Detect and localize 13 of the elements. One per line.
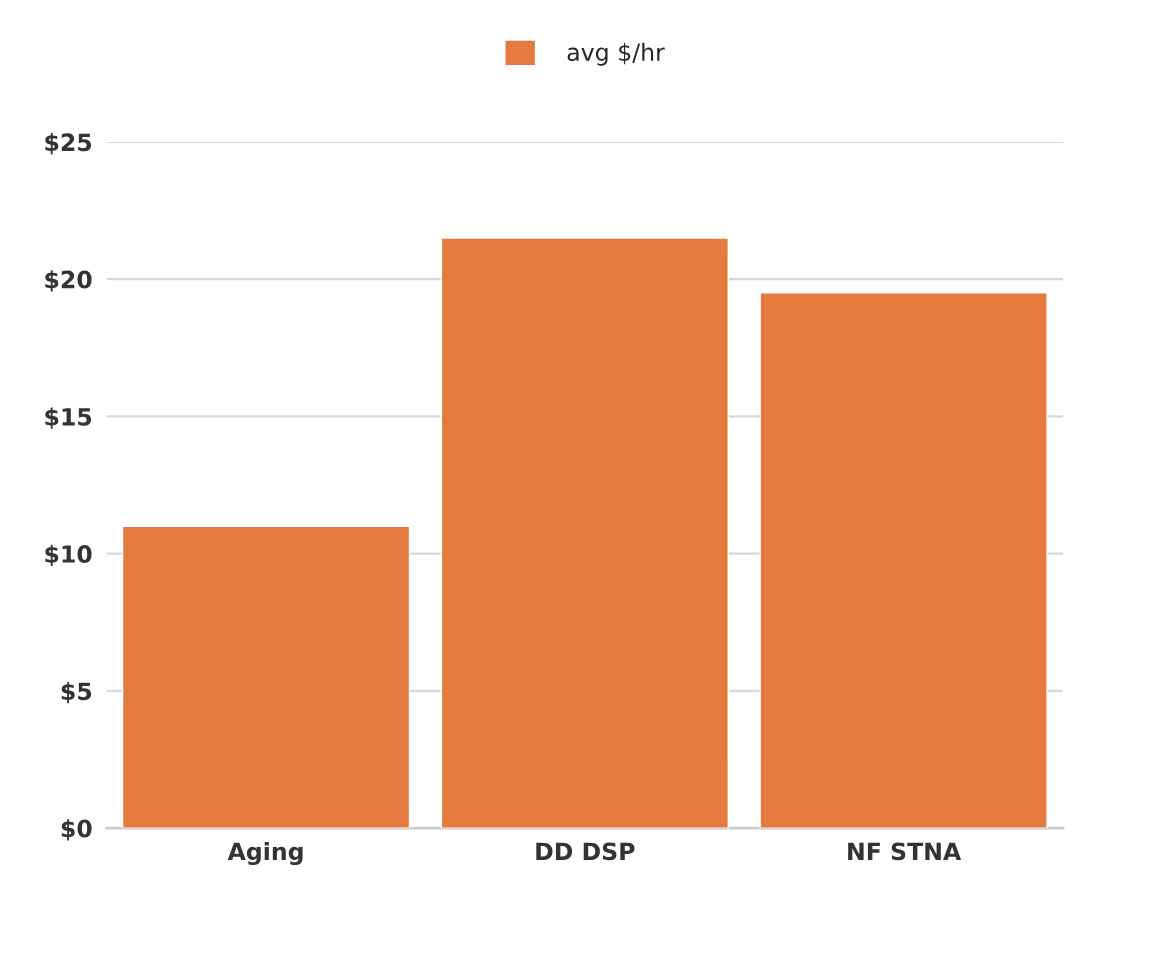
y-tick-label: $20 [45, 270, 92, 292]
y-tick-label: $5 [61, 681, 92, 704]
y-tick-label: $25 [45, 132, 92, 155]
legend-label: avg $/hr [567, 42, 665, 66]
x-tick-label: NF STNA [848, 842, 962, 861]
y-tick-label: $15 [45, 407, 92, 429]
y-tick-label: $0 [61, 819, 92, 841]
x-tick-label: DD DSP [536, 842, 635, 861]
x-tick-label: Aging [227, 842, 303, 866]
y-tick-label: $10 [45, 544, 92, 567]
bar [440, 237, 729, 829]
bar [759, 292, 1048, 829]
bar [121, 525, 411, 829]
